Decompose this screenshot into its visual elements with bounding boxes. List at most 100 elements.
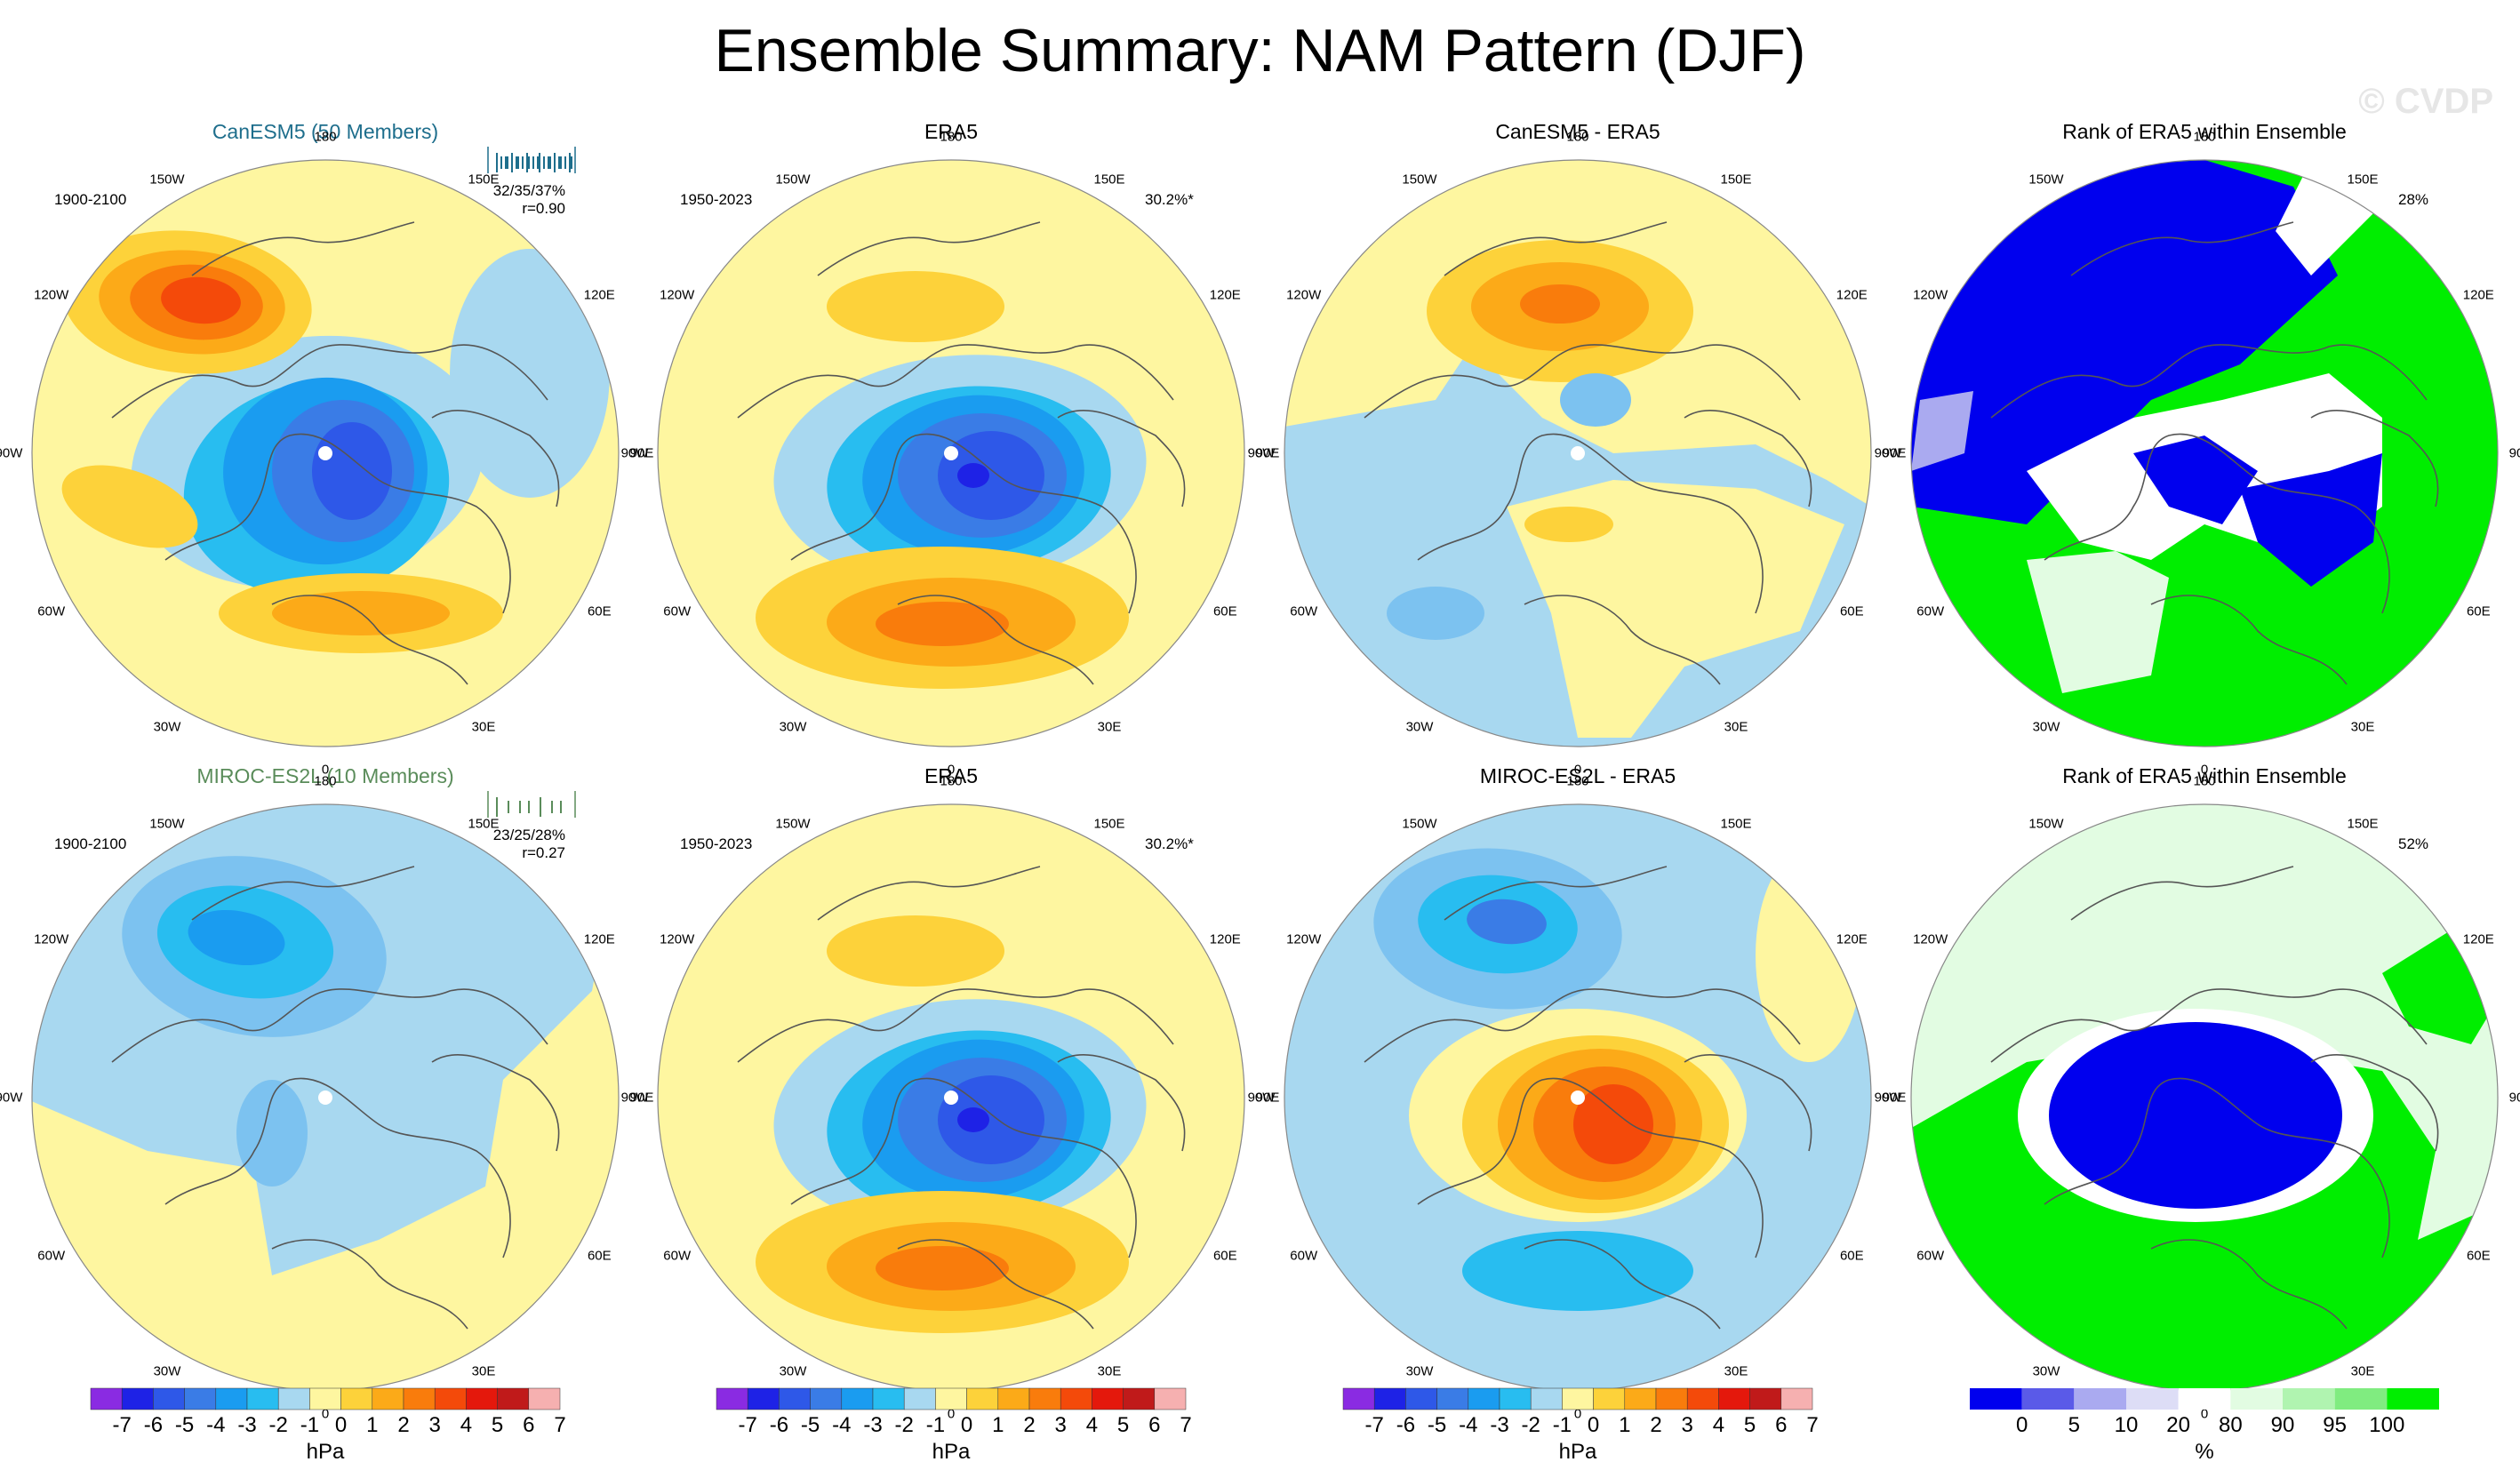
field-positive-pacific (827, 271, 1004, 342)
map-border (31, 159, 620, 747)
coastline (2310, 410, 2439, 507)
colorbar-swatch (1749, 1387, 1782, 1410)
lon-label: 120E (583, 287, 615, 303)
lon-label: 90W (620, 445, 649, 461)
pct-explained-label: 28% (2398, 191, 2429, 208)
panel-title: Rank of ERA5 within Ensemble (2062, 764, 2347, 787)
colorbar-swatch (2387, 1388, 2439, 1410)
colorbar-tick-label: -2 (268, 1413, 288, 1437)
lon-label: 90E (629, 445, 654, 461)
lon-label: 120W (660, 287, 695, 303)
field-negative-3 (188, 909, 285, 966)
colorbar-swatch (2283, 1388, 2335, 1410)
lon-label: 120W (1913, 287, 1948, 303)
colorbar-tick-label: -4 (1459, 1413, 1478, 1437)
colorbar-tick-label: 2 (1023, 1413, 1036, 1437)
coastline (2150, 1239, 2348, 1330)
pole-marker (944, 446, 958, 460)
lon-label: 120W (34, 287, 69, 303)
colorbar-swatch (841, 1387, 874, 1410)
colorbar-pressure (716, 1387, 1187, 1410)
colorbar-swatch (121, 1387, 154, 1410)
lon-label: 30E (471, 1363, 496, 1379)
colorbar-tick-label: 0 (2015, 1413, 2028, 1437)
coastline (1524, 595, 1721, 685)
field-positive-small (1524, 507, 1613, 542)
colorbar-tick-label: 5 (1743, 1413, 1756, 1437)
lon-label: 120E (1836, 287, 1868, 303)
lon-label: 120E (1836, 931, 1868, 947)
lon-label: 90W (1874, 445, 1902, 461)
colorbar-swatch (2334, 1388, 2388, 1410)
colorbar-tick-label: -6 (769, 1413, 789, 1437)
pct-explained-label: 30.2%* (1145, 835, 1194, 852)
colorbar-swatch (1970, 1388, 2022, 1410)
coastline (1364, 344, 1801, 419)
map-border (1910, 159, 2499, 747)
colorbar-tick-label: -2 (894, 1413, 914, 1437)
coastline (431, 410, 560, 507)
colorbar-swatch (872, 1387, 905, 1410)
field-positive-3 (1520, 284, 1600, 324)
colorbar-swatch (1593, 1387, 1626, 1410)
coastline (271, 1239, 468, 1330)
coastline (1684, 410, 1812, 507)
colorbar-rank (1970, 1388, 2439, 1410)
colorbar-swatch (997, 1387, 1030, 1410)
colorbar-tick-label: 0 (334, 1413, 348, 1437)
field-negative-6 (957, 1107, 989, 1132)
field-negative-east (450, 249, 610, 498)
colorbar-tick-label: 2 (397, 1413, 410, 1437)
field-negative-small (236, 1080, 308, 1186)
colorbar-swatch (1655, 1387, 1688, 1410)
lon-label: 120E (2462, 931, 2494, 947)
lon-label: 0 (2200, 1406, 2209, 1422)
lon-label: 60W (1916, 1248, 1945, 1264)
colorbar-tick-label: -7 (1364, 1413, 1384, 1437)
polar-map (1910, 159, 2499, 747)
colorbar-pressure (1342, 1387, 1813, 1410)
coastline (111, 988, 548, 1063)
lon-label: 0 (947, 762, 956, 778)
colorbar-tick-label: -6 (143, 1413, 164, 1437)
lon-label: 180 (940, 129, 963, 145)
colorbar-tick-label: -5 (174, 1413, 195, 1437)
coastline (431, 1054, 560, 1152)
lon-label: 90E (1255, 445, 1280, 461)
colorbar-swatch (966, 1387, 999, 1410)
lon-label: 30E (471, 719, 496, 735)
coastline (1444, 866, 1668, 921)
lon-label: 30W (153, 1363, 181, 1379)
lon-label: 90W (0, 445, 23, 461)
colorbar-swatch (372, 1387, 404, 1410)
coastline (2044, 1077, 2390, 1258)
field-negative-5 (938, 431, 1044, 520)
lon-label: 90W (0, 1090, 23, 1106)
coastline (737, 988, 1174, 1063)
field-negative-small (1560, 373, 1631, 427)
lon-label: 150W (1402, 172, 1437, 188)
lon-label: 90E (2508, 1090, 2520, 1106)
colorbar-tick-label: -1 (925, 1413, 946, 1437)
lon-label: 150E (2347, 816, 2379, 832)
lon-label: 150W (149, 816, 185, 832)
rank-low-arctic (2049, 1022, 2342, 1209)
period-label: 1950-2023 (680, 835, 753, 852)
colorbar-swatch (779, 1387, 811, 1410)
lon-label: 90E (629, 1090, 654, 1106)
polar-map (31, 803, 620, 1392)
colorbar-tick-label: 7 (554, 1413, 566, 1437)
colorbar-swatch (1718, 1387, 1750, 1410)
colorbar-swatch (810, 1387, 843, 1410)
field-positive-west (61, 465, 198, 548)
colorbar-tick-label: 6 (523, 1413, 535, 1437)
coastline (2150, 595, 2348, 685)
field-positive-5 (1573, 1084, 1653, 1164)
coastline (1417, 1077, 1764, 1258)
lon-label: 30W (153, 719, 181, 735)
lon-label: 180 (2193, 773, 2216, 789)
colorbar-tick-label: -7 (112, 1413, 132, 1437)
lon-label: 30W (1405, 1363, 1434, 1379)
colorbar-tick-label: 4 (1712, 1413, 1725, 1437)
lon-label: 120W (1286, 287, 1322, 303)
